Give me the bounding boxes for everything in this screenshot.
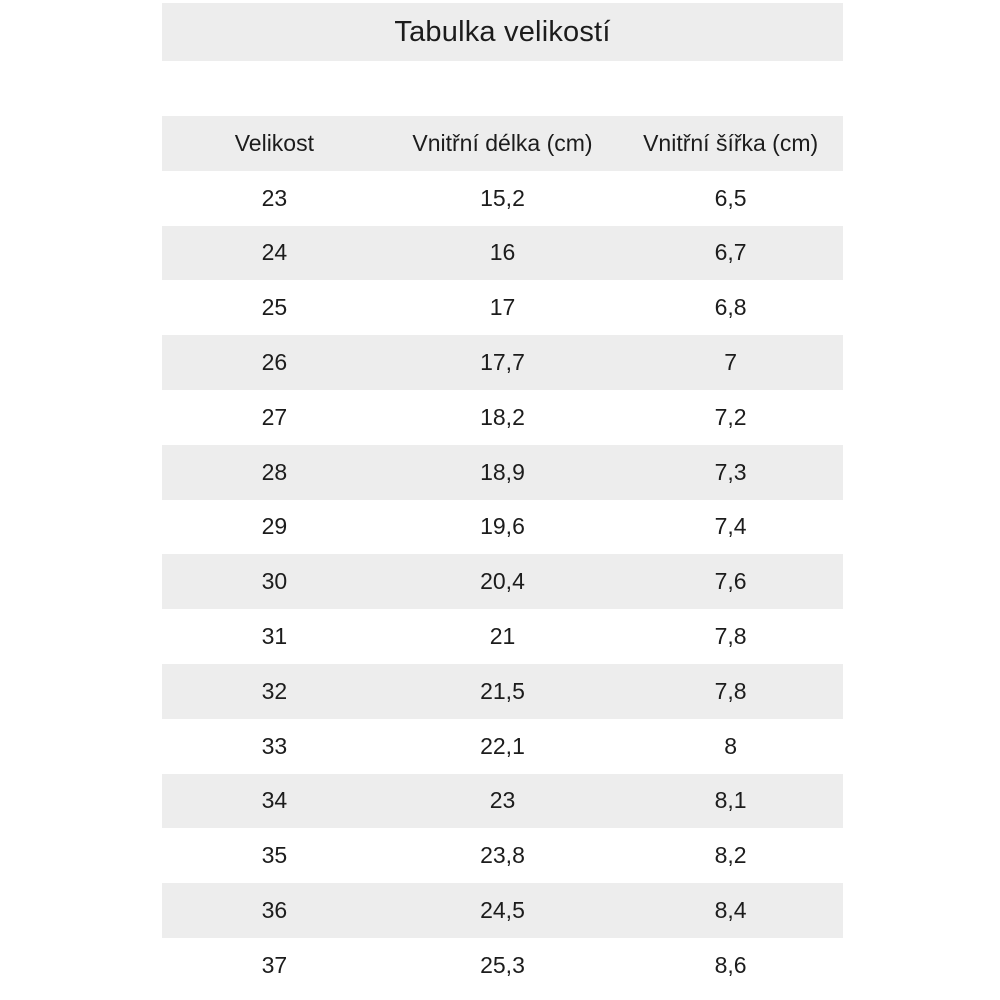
- inner-length-cell: 25,3: [480, 951, 525, 978]
- inner-length-cell: 22,1: [480, 732, 525, 759]
- table-row: 37 25,3 8,6: [162, 938, 843, 993]
- size-cell: 31: [261, 623, 288, 650]
- inner-width-cell: 7: [724, 349, 738, 376]
- column-header-inner-length: Vnitřní délka (cm): [412, 129, 593, 156]
- inner-length-cell: 23: [489, 787, 516, 814]
- inner-length-cell: 24,5: [480, 897, 525, 924]
- size-cell: 35: [261, 842, 288, 869]
- table-row: 26 17,7 7: [162, 335, 843, 390]
- column-header-inner-width: Vnitřní šířka (cm): [643, 129, 819, 156]
- table-row: 36 24,5 8,4: [162, 883, 843, 938]
- inner-width-cell: 7,4: [714, 513, 747, 540]
- inner-width-cell: 6,5: [714, 184, 747, 211]
- table-row: 23 15,2 6,5: [162, 171, 843, 226]
- inner-length-cell: 15,2: [480, 184, 525, 211]
- inner-width-cell: 8,1: [714, 787, 747, 814]
- inner-width-cell: 7,2: [714, 403, 747, 430]
- inner-length-cell: 20,4: [480, 568, 525, 595]
- table-row: 32 21,5 7,8: [162, 663, 843, 719]
- size-table-body: 23 15,2 6,5 24 16 6,7 25 17 6,8 26 17,7 7 27 18,2 7,2 2…: [162, 171, 843, 993]
- inner-width-cell: 8: [724, 732, 738, 759]
- inner-width-cell: 8,2: [714, 842, 747, 869]
- inner-length-cell: 18,2: [480, 403, 525, 430]
- inner-width-cell: 8,4: [714, 897, 747, 924]
- size-cell: 33: [261, 732, 288, 759]
- inner-length-cell: 16: [489, 239, 516, 266]
- inner-width-cell: 7,8: [714, 677, 747, 704]
- size-table-title-band: Tabulka velikostí: [162, 3, 843, 61]
- table-row: 25 17 6,8: [162, 280, 843, 335]
- size-cell: 24: [261, 239, 288, 266]
- size-cell: 27: [261, 403, 288, 430]
- table-row: 34 23 8,1: [162, 773, 843, 829]
- table-row: 33 22,1 8: [162, 719, 843, 774]
- table-row: 29 19,6 7,4: [162, 500, 843, 555]
- header-row: Velikost Vnitřní délka (cm) Vnitřní šířk…: [162, 116, 843, 171]
- size-cell: 32: [261, 677, 288, 704]
- inner-length-cell: 17,7: [480, 349, 525, 376]
- size-cell: 23: [261, 184, 288, 211]
- inner-length-cell: 19,6: [480, 513, 525, 540]
- size-cell: 34: [261, 787, 288, 814]
- inner-width-cell: 7,8: [714, 623, 747, 650]
- inner-length-cell: 21,5: [480, 677, 525, 704]
- inner-length-cell: 23,8: [480, 842, 525, 869]
- inner-length-cell: 17: [489, 294, 516, 321]
- table-row: 28 18,9 7,3: [162, 444, 843, 500]
- inner-width-cell: 8,6: [714, 951, 747, 978]
- size-cell: 37: [261, 951, 288, 978]
- size-cell: 29: [261, 513, 288, 540]
- table-row: 27 18,2 7,2: [162, 390, 843, 445]
- inner-width-cell: 7,3: [714, 458, 747, 485]
- inner-width-cell: 7,6: [714, 568, 747, 595]
- size-cell: 26: [261, 349, 288, 376]
- table-row: 30 20,4 7,6: [162, 554, 843, 610]
- size-table-header: Velikost Vnitřní délka (cm) Vnitřní šířk…: [162, 116, 843, 171]
- size-cell: 36: [261, 897, 288, 924]
- table-row: 35 23,8 8,2: [162, 828, 843, 883]
- size-table: Velikost Vnitřní délka (cm) Vnitřní šířk…: [162, 116, 843, 993]
- size-table-title: Tabulka velikostí: [394, 15, 611, 48]
- inner-length-cell: 21: [489, 623, 516, 650]
- size-cell: 28: [261, 458, 288, 485]
- inner-width-cell: 6,7: [714, 239, 747, 266]
- inner-length-cell: 18,9: [480, 458, 525, 485]
- table-row: 24 16 6,7: [162, 225, 843, 281]
- size-cell: 30: [261, 568, 288, 595]
- size-cell: 25: [261, 294, 288, 321]
- column-header-size: Velikost: [234, 129, 314, 156]
- table-row: 31 21 7,8: [162, 609, 843, 664]
- inner-width-cell: 6,8: [714, 294, 747, 321]
